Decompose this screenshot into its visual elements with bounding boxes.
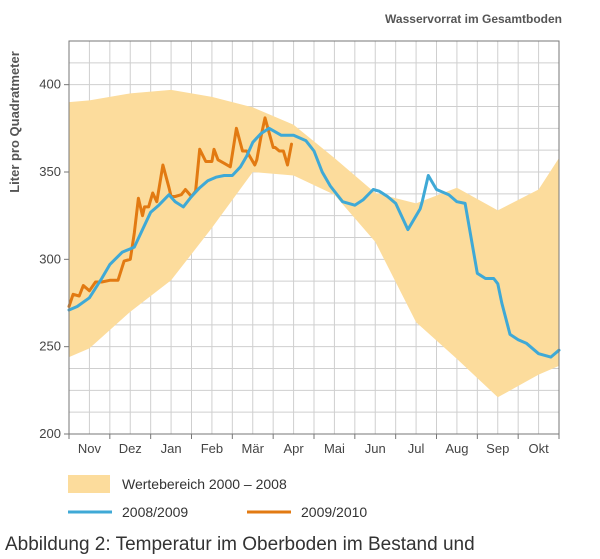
y-tick-label: 200 — [39, 426, 61, 441]
series-line-0 — [67, 126, 561, 359]
x-tick-label: Feb — [201, 441, 223, 456]
legend-band-swatch — [68, 475, 110, 493]
y-tick-label: 400 — [39, 77, 61, 92]
y-tick-label: 300 — [39, 251, 61, 266]
chart-title: Wasservorrat im Gesamtboden — [385, 12, 562, 26]
x-tick-label: Apr — [283, 441, 304, 456]
figure-caption: Abbildung 2: Temperatur im Oberboden im … — [5, 534, 475, 555]
x-tick-label: Sep — [486, 441, 509, 456]
x-tick-label: Jun — [365, 441, 386, 456]
x-tick-label: Aug — [445, 441, 468, 456]
x-tick-label: Okt — [528, 441, 549, 456]
legend-series-2009-label: 2009/2010 — [301, 504, 367, 520]
x-tick-label: Jul — [408, 441, 425, 456]
x-tick-label: Nov — [78, 441, 102, 456]
range-band — [69, 89, 559, 398]
y-tick-label: 350 — [39, 164, 61, 179]
chart: Wasservorrat im Gesamtboden Liter pro Qu… — [7, 12, 562, 520]
series-line-1 — [67, 116, 293, 308]
x-tick-label: Mär — [242, 441, 265, 456]
y-axis-label: Liter pro Quadratmeter — [7, 51, 22, 193]
legend-series-2008-label: 2008/2009 — [122, 504, 188, 520]
series-lines — [67, 116, 561, 359]
x-tick-label: Dez — [119, 441, 142, 456]
legend-band-label: Wertebereich 2000 – 2008 — [122, 476, 287, 492]
x-tick-label: Jan — [161, 441, 182, 456]
y-tick-label: 250 — [39, 339, 61, 354]
x-tick-label: Mai — [324, 441, 345, 456]
legend: Wertebereich 2000 – 2008 2008/2009 2009/… — [68, 475, 367, 520]
ticks: 200 250 300 350 400 Nov Dez Jan Feb Mär Apr Mai Jun J… — [39, 77, 560, 456]
range-band-area — [69, 89, 559, 398]
